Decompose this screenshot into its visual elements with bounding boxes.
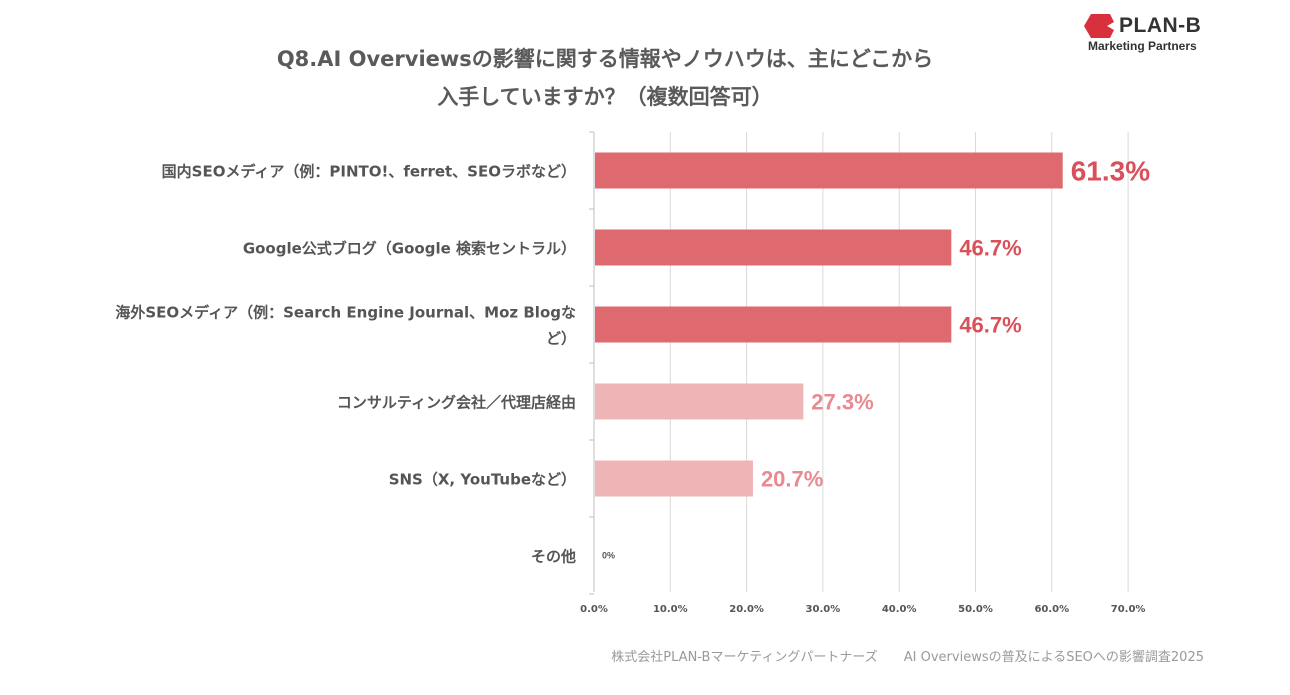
x-tick-label: 70.0%: [1111, 604, 1146, 615]
brand-logo: PLAN-B Marketing Partners: [1084, 14, 1214, 53]
footer-survey: AI Overviewsの普及によるSEOへの影響調査2025: [903, 650, 1204, 665]
category-label: 海外SEOメディア（例：Search Engine Journal、Moz Bl…: [115, 304, 576, 322]
bar: [595, 152, 1063, 189]
chart-title-line2: 入手していますか？（複数回答可）: [437, 85, 773, 109]
category-label: その他: [531, 548, 576, 566]
x-tick-label: 40.0%: [882, 604, 917, 615]
x-tick-label: 20.0%: [729, 604, 764, 615]
x-tick-label: 30.0%: [806, 604, 841, 615]
bar: [595, 229, 952, 266]
footer-credit: 株式会社PLAN-Bマーケティングパートナーズ AI Overviewsの普及によ…: [611, 646, 1204, 665]
data-label: 46.7%: [959, 312, 1021, 337]
footer-company: 株式会社PLAN-Bマーケティングパートナーズ: [611, 650, 878, 665]
chart-title-line1: Q8.AI Overviewsの影響に関する情報やノウハウは、主にどこから: [276, 47, 934, 71]
chart-title: Q8.AI Overviewsの影響に関する情報やノウハウは、主にどこから 入手…: [200, 40, 1010, 116]
category-label: Google公式ブログ（Google 検索セントラル）: [243, 240, 576, 258]
category-label: 国内SEOメディア（例：PINTO!、ferret、SEOラボなど）: [162, 163, 576, 181]
category-label: ど）: [546, 330, 576, 348]
category-label: コンサルティング会社／代理店経由: [337, 394, 576, 412]
category-label: SNS（X, YouTubeなど）: [389, 471, 576, 489]
bar: [595, 460, 753, 497]
data-label: 46.7%: [959, 235, 1021, 260]
bar: [595, 306, 952, 343]
brand-name: PLAN-B: [1119, 14, 1202, 37]
brand-subtitle: Marketing Partners: [1088, 39, 1197, 53]
data-label: 0%: [602, 551, 615, 561]
x-tick-label: 10.0%: [653, 604, 688, 615]
data-label: 27.3%: [811, 389, 873, 414]
data-label: 20.7%: [761, 466, 823, 491]
x-tick-label: 60.0%: [1034, 604, 1069, 615]
brand-mark-icon: [1084, 14, 1114, 38]
x-tick-label: 0.0%: [580, 604, 608, 615]
data-label: 61.3%: [1071, 156, 1150, 187]
bar: [595, 383, 804, 420]
x-tick-label: 50.0%: [958, 604, 993, 615]
